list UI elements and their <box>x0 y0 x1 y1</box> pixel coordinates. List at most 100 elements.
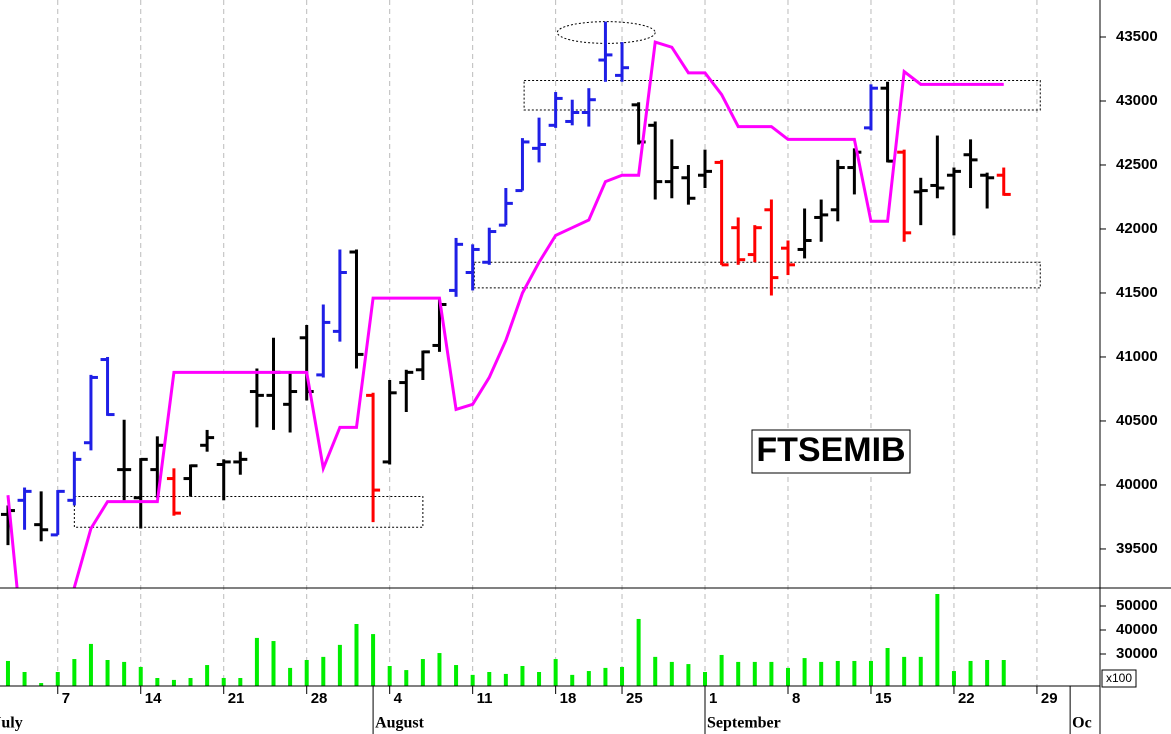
volume-bar <box>935 594 940 686</box>
volume-bar <box>337 644 342 686</box>
volume-bar <box>5 660 10 686</box>
x-tick-label: 8 <box>792 690 800 707</box>
y-tick-label: 42000 <box>1116 220 1158 237</box>
volume-bar <box>354 624 359 686</box>
x-tick-label: 18 <box>560 690 577 707</box>
x-tick-label: 25 <box>626 690 643 707</box>
volume-bar <box>902 656 907 686</box>
volume-bar <box>304 660 309 686</box>
volume-bar <box>138 666 143 686</box>
volume-bar <box>205 665 210 686</box>
x-tick-label: 1 <box>709 690 717 707</box>
volume-bar <box>221 678 226 686</box>
volume-bar <box>537 672 542 686</box>
volume-bar <box>55 672 60 686</box>
highlight-ellipse <box>556 21 656 44</box>
stop-line <box>6 40 1004 588</box>
volume-bar <box>835 660 840 686</box>
month-label: September <box>707 715 781 732</box>
volume-bar <box>703 672 708 686</box>
y2-tick-label: 50000 <box>1116 597 1158 614</box>
volume-bar <box>603 667 608 686</box>
volume-bar <box>669 661 674 686</box>
y-tick-label: 40500 <box>1116 412 1158 429</box>
volume-bar <box>39 683 44 686</box>
volume-bar <box>553 659 558 686</box>
volume-bar <box>1001 660 1006 686</box>
volume-bar <box>636 618 641 686</box>
chart-title: FTSEMIB <box>756 431 905 469</box>
volume-bar <box>719 654 724 686</box>
y-tick-label: 41500 <box>1116 284 1158 301</box>
volume-bar <box>487 672 492 686</box>
volume-bar <box>785 667 790 686</box>
x-tick-label: 21 <box>228 690 245 707</box>
x-tick-label: 4 <box>394 690 403 707</box>
volume-bar <box>520 666 525 686</box>
volume-bar <box>171 679 176 686</box>
volume-bar <box>88 643 93 686</box>
month-label: August <box>375 715 425 732</box>
y-tick-label: 43500 <box>1116 28 1158 45</box>
unit-box <box>1101 669 1137 688</box>
y2-tick-label: 30000 <box>1116 645 1158 662</box>
volume-bar <box>968 660 973 686</box>
x-tick-label: 15 <box>875 690 892 707</box>
volume-bar <box>852 660 857 686</box>
x-tick-label: 22 <box>958 690 975 707</box>
volume-bar <box>868 660 873 686</box>
volume-bar <box>155 678 160 686</box>
volume-bar <box>769 661 774 686</box>
volume-bar <box>454 665 459 686</box>
volume-bar <box>437 653 442 686</box>
volume-bar <box>885 648 890 686</box>
volume-bar <box>404 670 409 686</box>
volume-panel <box>5 594 1006 686</box>
volume-bar <box>736 661 741 686</box>
x-tick-label: 29 <box>1041 690 1058 707</box>
y-tick-label: 43000 <box>1116 92 1158 109</box>
volume-bar <box>254 637 259 686</box>
volume-bar <box>371 634 376 686</box>
volume-bar <box>686 664 691 686</box>
volume-bar <box>620 666 625 686</box>
volume-unit: x100 <box>1106 671 1132 685</box>
month-label: Oc <box>1072 715 1092 732</box>
volume-bar <box>387 666 392 686</box>
month-label: July <box>0 715 23 732</box>
volume-bar <box>819 661 824 686</box>
y2-tick-label: 40000 <box>1116 621 1158 638</box>
title-box <box>751 429 911 474</box>
volume-bar <box>653 656 658 686</box>
volume-bar <box>238 678 243 686</box>
volume-bar <box>752 661 757 686</box>
price-zone <box>523 80 1041 111</box>
volume-bar <box>321 656 326 686</box>
y-tick-label: 41000 <box>1116 348 1158 365</box>
price-zone <box>73 495 424 528</box>
volume-bar <box>586 671 591 686</box>
volume-bar <box>470 674 475 686</box>
volume-bar <box>105 660 110 686</box>
volume-bar <box>951 671 956 686</box>
volume-bar <box>503 673 508 686</box>
volume-bar <box>288 667 293 686</box>
x-tick-label: 11 <box>477 690 493 707</box>
x-tick-label: 14 <box>145 690 162 707</box>
volume-bar <box>72 659 77 686</box>
volume-bar <box>918 656 923 686</box>
x-tick-label: 28 <box>311 690 328 707</box>
y-tick-label: 40000 <box>1116 476 1158 493</box>
volume-bar <box>271 641 276 686</box>
volume-bar <box>570 674 575 686</box>
volume-bar <box>985 660 990 686</box>
volume-bar <box>22 672 27 686</box>
x-tick-label: 7 <box>62 690 70 707</box>
y-tick-label: 39500 <box>1116 540 1158 557</box>
y-tick-label: 42500 <box>1116 156 1158 173</box>
volume-bar <box>420 659 425 686</box>
volume-bar <box>188 678 193 686</box>
